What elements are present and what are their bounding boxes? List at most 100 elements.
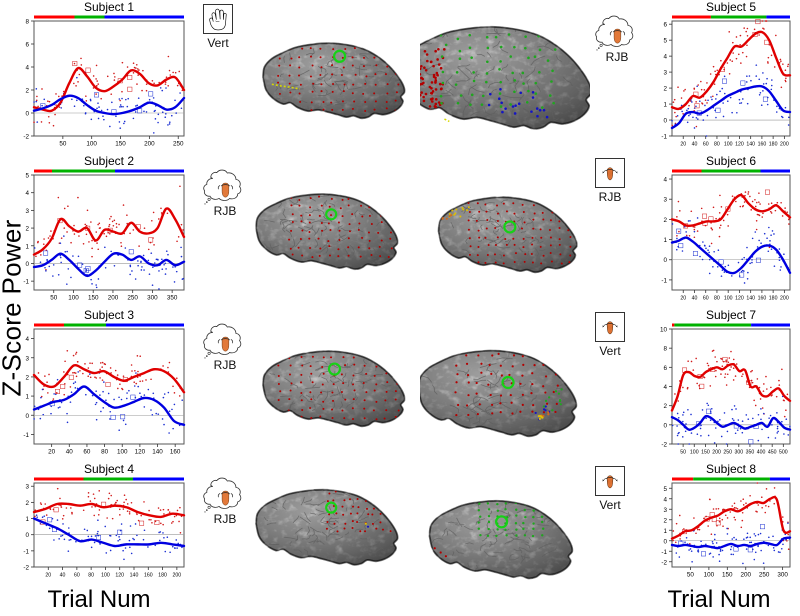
svg-text:200: 200 xyxy=(740,572,751,579)
svg-text:200: 200 xyxy=(108,295,119,302)
svg-text:160: 160 xyxy=(170,449,181,456)
svg-text:50: 50 xyxy=(50,295,58,302)
svg-text:-1: -1 xyxy=(661,134,667,141)
svg-text:60: 60 xyxy=(74,573,80,579)
svg-text:80: 80 xyxy=(714,296,720,302)
svg-text:4: 4 xyxy=(25,65,29,72)
svg-text:200: 200 xyxy=(780,296,789,302)
svg-text:140: 140 xyxy=(746,142,755,148)
svg-text:Subject 4: Subject 4 xyxy=(84,462,134,476)
svg-text:4: 4 xyxy=(663,54,667,61)
svg-text:350: 350 xyxy=(167,295,178,302)
svg-text:20: 20 xyxy=(680,296,686,302)
svg-text:450: 450 xyxy=(768,450,777,456)
svg-text:-1: -1 xyxy=(661,277,667,284)
svg-text:200: 200 xyxy=(144,141,155,148)
svg-text:400: 400 xyxy=(757,450,766,456)
svg-text:120: 120 xyxy=(115,573,124,579)
svg-text:5: 5 xyxy=(663,486,667,493)
svg-text:150: 150 xyxy=(88,295,99,302)
svg-text:100: 100 xyxy=(724,296,733,302)
svg-text:20: 20 xyxy=(680,142,686,148)
svg-text:4: 4 xyxy=(663,177,667,184)
svg-text:140: 140 xyxy=(130,573,139,579)
svg-text:40: 40 xyxy=(66,449,74,456)
svg-text:350: 350 xyxy=(746,450,755,456)
svg-text:120: 120 xyxy=(735,142,744,148)
svg-text:100: 100 xyxy=(704,572,715,579)
svg-text:50: 50 xyxy=(59,141,67,148)
svg-text:60: 60 xyxy=(703,142,709,148)
svg-text:40: 40 xyxy=(692,142,698,148)
svg-text:180: 180 xyxy=(769,142,778,148)
svg-text:-2: -2 xyxy=(661,442,667,449)
svg-text:150: 150 xyxy=(722,572,733,579)
svg-text:150: 150 xyxy=(701,450,710,456)
svg-text:0: 0 xyxy=(663,118,667,125)
svg-text:50: 50 xyxy=(680,450,686,456)
svg-text:500: 500 xyxy=(779,450,788,456)
svg-text:Subject 7: Subject 7 xyxy=(706,308,756,322)
svg-text:1: 1 xyxy=(25,516,29,523)
svg-text:160: 160 xyxy=(758,142,767,148)
svg-text:180: 180 xyxy=(158,573,167,579)
svg-text:6: 6 xyxy=(25,42,29,49)
svg-text:250: 250 xyxy=(723,450,732,456)
svg-text:120: 120 xyxy=(735,296,744,302)
svg-text:Subject 1: Subject 1 xyxy=(84,0,134,14)
svg-text:-1: -1 xyxy=(23,548,29,555)
svg-text:140: 140 xyxy=(152,449,163,456)
svg-text:50: 50 xyxy=(687,572,695,579)
svg-text:40: 40 xyxy=(692,296,698,302)
svg-text:2: 2 xyxy=(663,86,667,93)
svg-text:100: 100 xyxy=(690,450,699,456)
svg-text:3: 3 xyxy=(663,70,667,77)
svg-text:0: 0 xyxy=(663,257,667,264)
svg-text:2: 2 xyxy=(663,517,667,524)
svg-text:100: 100 xyxy=(117,449,128,456)
svg-text:300: 300 xyxy=(147,295,158,302)
svg-text:1: 1 xyxy=(663,237,667,244)
svg-text:0: 0 xyxy=(25,532,29,539)
svg-text:300: 300 xyxy=(777,572,788,579)
svg-text:Subject 2: Subject 2 xyxy=(84,154,134,168)
svg-text:60: 60 xyxy=(703,296,709,302)
svg-text:200: 200 xyxy=(712,450,721,456)
svg-text:80: 80 xyxy=(714,142,720,148)
svg-text:8: 8 xyxy=(663,346,667,353)
svg-text:4: 4 xyxy=(663,384,667,391)
svg-text:160: 160 xyxy=(758,296,767,302)
svg-text:10: 10 xyxy=(660,327,668,334)
svg-text:Subject 5: Subject 5 xyxy=(706,0,756,14)
svg-text:6: 6 xyxy=(663,22,667,29)
svg-text:Subject 8: Subject 8 xyxy=(706,462,756,476)
svg-text:0: 0 xyxy=(25,111,29,118)
svg-text:250: 250 xyxy=(173,141,184,148)
svg-text:80: 80 xyxy=(101,449,109,456)
svg-text:300: 300 xyxy=(734,450,743,456)
svg-text:8: 8 xyxy=(25,19,29,26)
svg-text:100: 100 xyxy=(68,295,79,302)
svg-text:3: 3 xyxy=(663,507,667,514)
svg-text:2: 2 xyxy=(25,88,29,95)
svg-text:200: 200 xyxy=(780,142,789,148)
svg-text:-2: -2 xyxy=(23,134,29,141)
svg-text:200: 200 xyxy=(173,573,182,579)
svg-text:0: 0 xyxy=(663,422,667,429)
svg-text:-2: -2 xyxy=(23,565,29,572)
svg-text:180: 180 xyxy=(769,296,778,302)
svg-text:Subject 6: Subject 6 xyxy=(706,154,756,168)
svg-text:20: 20 xyxy=(45,573,51,579)
svg-text:20: 20 xyxy=(48,449,56,456)
svg-text:1: 1 xyxy=(663,528,667,535)
svg-text:80: 80 xyxy=(88,573,94,579)
svg-text:1: 1 xyxy=(663,102,667,109)
svg-text:3: 3 xyxy=(663,197,667,204)
svg-text:-1: -1 xyxy=(661,549,667,556)
svg-text:120: 120 xyxy=(135,449,146,456)
svg-text:5: 5 xyxy=(663,38,667,45)
svg-text:2: 2 xyxy=(25,500,29,507)
svg-text:250: 250 xyxy=(759,572,770,579)
svg-text:40: 40 xyxy=(60,573,66,579)
svg-text:140: 140 xyxy=(746,296,755,302)
